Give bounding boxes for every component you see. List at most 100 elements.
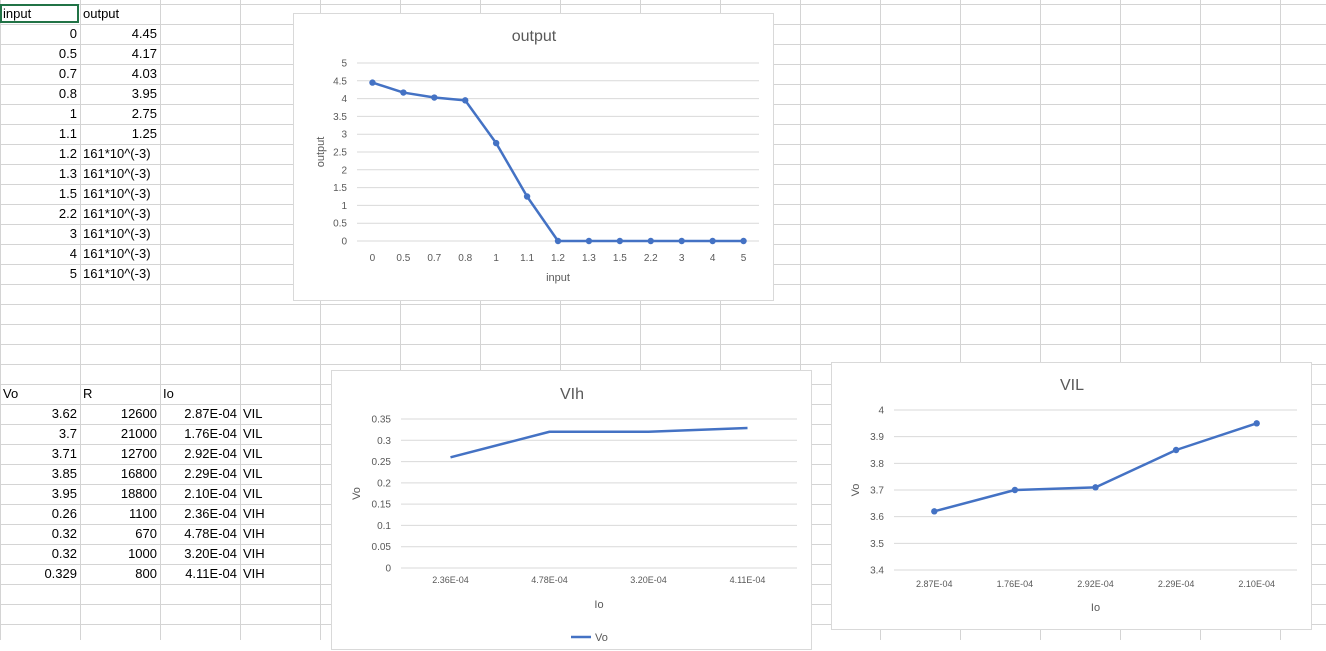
- output-cell[interactable]: 4.45: [131, 26, 157, 41]
- output-cell[interactable]: 161*10^(-3): [83, 206, 151, 221]
- data-point: [431, 94, 438, 101]
- y-tick-label: 3.6: [870, 512, 884, 523]
- x-tick-label: 1.5: [613, 253, 627, 264]
- io-cell[interactable]: 4.78E-04: [184, 526, 237, 541]
- input-cell[interactable]: 0: [69, 26, 77, 41]
- input-cell[interactable]: 5: [69, 266, 77, 281]
- vo-cell[interactable]: 3.71: [51, 446, 77, 461]
- io-cell[interactable]: 2.87E-04: [184, 406, 237, 421]
- r-cell[interactable]: 16800: [120, 466, 157, 481]
- y-tick-label: 3.7: [870, 486, 884, 497]
- vih-chart-svg: VIh 0 0.05 0.1 0.15 0.2 0.25 0.3 0.35 2.36E-04 4.7…: [351, 386, 797, 644]
- vo-cell[interactable]: 3.95: [51, 486, 77, 501]
- level-cell[interactable]: VIH: [243, 566, 265, 581]
- y-tick-label: 0: [341, 237, 347, 248]
- input-cell[interactable]: 1: [69, 106, 77, 121]
- r-cell[interactable]: 12700: [120, 446, 157, 461]
- data-point: [740, 237, 747, 245]
- y-tick-label: 2.5: [333, 148, 347, 159]
- vil-chart[interactable]: VIL 3.4 3.5 3.6 3.7 3.8 3.9 4 2.87E-04 1.76E-04 2.…: [831, 362, 1312, 630]
- r-cell[interactable]: 1100: [129, 506, 157, 521]
- output-cell[interactable]: 2.75: [131, 106, 157, 121]
- data-point: [492, 139, 500, 147]
- header-output[interactable]: output: [83, 6, 120, 21]
- input-cell[interactable]: 3: [69, 226, 77, 241]
- vih-chart[interactable]: VIh 0 0.05 0.1 0.15 0.2 0.25 0.3 0.35 2.36E-04 4.7…: [331, 370, 812, 650]
- r-cell[interactable]: 18800: [120, 486, 157, 501]
- chart-title: VIh: [560, 386, 584, 403]
- x-tick-label: 2.36E-04: [432, 575, 469, 585]
- vo-cell[interactable]: 0.32: [51, 546, 77, 561]
- output-cell[interactable]: 161*10^(-3): [83, 226, 151, 241]
- output-cell[interactable]: 1.25: [131, 126, 157, 141]
- vo-cell[interactable]: 3.7: [58, 426, 77, 441]
- header-io[interactable]: Io: [163, 386, 174, 401]
- y-tick-label: 4: [878, 406, 884, 417]
- input-cell[interactable]: 1.3: [58, 166, 77, 181]
- header-r[interactable]: R: [83, 386, 93, 401]
- header-input[interactable]: input: [3, 6, 32, 21]
- x-tick-label: 1.76E-04: [997, 579, 1034, 589]
- input-cell[interactable]: 0.8: [58, 86, 77, 101]
- y-tick-label: 3.9: [870, 432, 884, 443]
- x-tick-label: 1.3: [582, 253, 596, 264]
- vo-cell[interactable]: 0.32: [51, 526, 77, 541]
- output-cell[interactable]: 4.17: [131, 46, 157, 61]
- input-cell[interactable]: 1.2: [58, 146, 77, 161]
- y-tick-label: 1.5: [333, 183, 347, 194]
- r-cell[interactable]: 1000: [128, 546, 157, 561]
- y-tick-label: 0.15: [372, 500, 392, 511]
- level-cell[interactable]: VIH: [243, 526, 265, 541]
- output-chart[interactable]: output 0 0.5 1 1.5 2 2.5 3 3.5 4 4.5 5 0 0.5 0.7 0.8 1 1.…: [293, 13, 774, 301]
- io-cell[interactable]: 2.92E-04: [184, 446, 237, 461]
- x-tick-label: 3.20E-04: [630, 575, 667, 585]
- r-cell[interactable]: 12600: [120, 406, 157, 421]
- level-cell[interactable]: VIL: [243, 466, 263, 481]
- chart-title: output: [512, 28, 557, 45]
- io-cell[interactable]: 2.29E-04: [184, 466, 237, 481]
- y-tick-label: 3.8: [870, 459, 884, 470]
- x-tick-label: 4.78E-04: [531, 575, 568, 585]
- r-cell[interactable]: 800: [135, 566, 157, 581]
- level-cell[interactable]: VIH: [243, 546, 265, 561]
- input-cell[interactable]: 2.2: [58, 206, 77, 221]
- x-tick-label: 2.29E-04: [1158, 579, 1195, 589]
- level-cell[interactable]: VIL: [243, 446, 263, 461]
- x-tick-label: 0.5: [396, 253, 410, 264]
- vo-cell[interactable]: 3.85: [51, 466, 77, 481]
- x-tick-label: 0.7: [427, 253, 441, 264]
- x-tick-label: 2.10E-04: [1238, 579, 1275, 589]
- io-cell[interactable]: 3.20E-04: [184, 546, 237, 561]
- input-cell[interactable]: 1.1: [58, 126, 77, 141]
- series-line: [372, 81, 744, 243]
- input-cell[interactable]: 1.5: [58, 186, 77, 201]
- io-cell[interactable]: 2.10E-04: [184, 486, 237, 501]
- output-cell[interactable]: 4.03: [131, 66, 157, 81]
- level-cell[interactable]: VIL: [243, 406, 263, 421]
- r-cell[interactable]: 670: [135, 526, 157, 541]
- vo-cell[interactable]: 3.62: [51, 406, 77, 421]
- vo-cell[interactable]: 0.329: [44, 566, 77, 581]
- vo-cell[interactable]: 0.26: [51, 506, 77, 521]
- input-cell[interactable]: 0.5: [58, 46, 77, 61]
- output-cell[interactable]: 161*10^(-3): [83, 146, 151, 161]
- header-vo[interactable]: Vo: [3, 386, 19, 401]
- data-point: [1253, 420, 1260, 427]
- input-cell[interactable]: 4: [69, 246, 77, 261]
- output-cell[interactable]: 161*10^(-3): [83, 246, 151, 261]
- y-tick-label: 1: [341, 201, 347, 212]
- r-cell[interactable]: 21000: [120, 426, 157, 441]
- io-cell[interactable]: 2.36E-04: [184, 506, 237, 521]
- level-cell[interactable]: VIH: [243, 506, 265, 521]
- input-cell[interactable]: 0.7: [58, 66, 77, 81]
- output-cell[interactable]: 161*10^(-3): [83, 166, 151, 181]
- io-cell[interactable]: 1.76E-04: [184, 426, 237, 441]
- output-cell[interactable]: 161*10^(-3): [83, 266, 151, 281]
- output-cell[interactable]: 3.95: [131, 86, 157, 101]
- level-cell[interactable]: VIL: [243, 426, 263, 441]
- level-cell[interactable]: VIL: [243, 486, 263, 501]
- y-tick-label: 4.5: [333, 76, 347, 87]
- y-tick-label: 0.3: [377, 436, 391, 447]
- io-cell[interactable]: 4.11E-04: [185, 566, 237, 581]
- output-cell[interactable]: 161*10^(-3): [83, 186, 151, 201]
